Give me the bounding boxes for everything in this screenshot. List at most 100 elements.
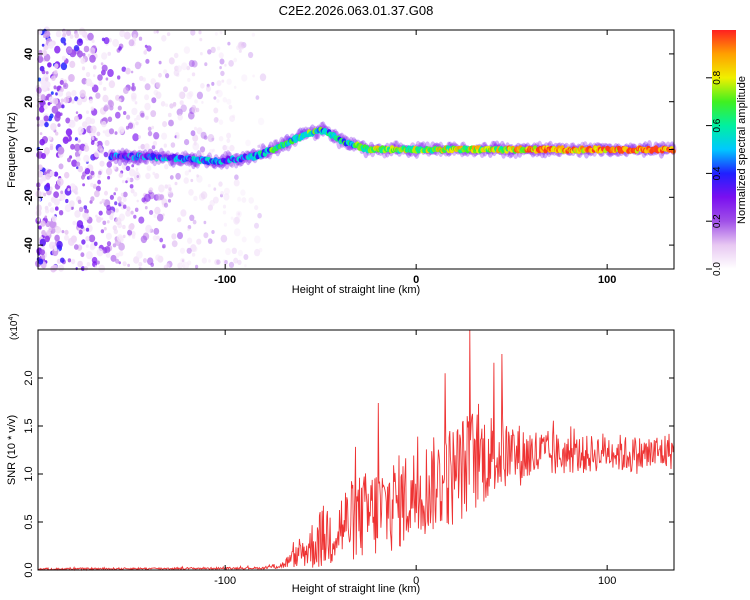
noise-speck: [134, 117, 137, 122]
noise-speck: [39, 238, 46, 247]
noise-speck: [122, 204, 127, 209]
noise-speck: [219, 66, 222, 70]
y-tick-label: -20: [23, 189, 35, 205]
noise-speck: [40, 83, 48, 91]
noise-speck: [71, 159, 78, 167]
noise-speck: [109, 105, 114, 111]
noise-speck: [154, 206, 161, 215]
noise-speck: [128, 39, 135, 47]
noise-speck: [122, 261, 127, 267]
noise-speck: [140, 143, 146, 150]
noise-speck: [100, 217, 104, 221]
noise-speck: [210, 46, 216, 54]
noise-speck: [141, 150, 145, 154]
noise-speck: [84, 208, 89, 214]
noise-speck: [48, 136, 52, 141]
noise-speck: [94, 150, 100, 158]
noise-speck: [80, 58, 86, 64]
noise-speck: [196, 238, 202, 245]
noise-speck: [244, 264, 247, 268]
noise-speck: [114, 187, 119, 192]
noise-speck: [112, 38, 119, 47]
noise-speck: [78, 38, 83, 43]
noise-speck: [65, 128, 73, 137]
noise-speck: [215, 90, 219, 95]
noise-speck: [200, 151, 205, 157]
noise-speck: [106, 220, 110, 224]
noise-speck: [170, 190, 173, 194]
noise-speck: [229, 144, 235, 152]
noise-speck: [126, 114, 131, 120]
noise-speck: [74, 115, 79, 122]
noise-speck: [77, 126, 84, 134]
noise-speck: [37, 164, 43, 171]
noise-speck: [49, 145, 54, 151]
noise-speck: [81, 174, 85, 180]
noise-speck: [83, 205, 88, 210]
snr-x-label: Height of straight line (km): [292, 583, 420, 595]
noise-speck: [215, 117, 219, 122]
noise-speck: [196, 91, 203, 100]
noise-speck: [147, 126, 152, 132]
noise-speck: [233, 228, 241, 237]
noise-speck: [184, 139, 190, 146]
noise-speck: [168, 119, 174, 127]
noise-speck: [114, 201, 118, 206]
y-tick-label: 40: [23, 48, 35, 60]
noise-speck: [38, 105, 45, 113]
noise-speck: [226, 78, 232, 85]
noise-speck: [67, 258, 72, 263]
noise-speck: [103, 151, 109, 158]
noise-speck: [243, 254, 249, 260]
noise-speck: [223, 187, 230, 195]
noise-speck: [82, 52, 86, 57]
colorbar-tick-label: 0.2: [712, 214, 723, 228]
noise-speck: [97, 174, 101, 179]
noise-speck: [158, 72, 162, 78]
noise-speck: [216, 259, 221, 265]
noise-speck: [188, 59, 195, 68]
noise-speck: [74, 143, 81, 152]
noise-speck: [47, 102, 51, 106]
noise-speck: [38, 52, 43, 57]
noise-speck: [230, 216, 234, 220]
noise-speck: [55, 30, 62, 38]
noise-speck: [94, 190, 100, 198]
noise-speck: [47, 41, 54, 49]
noise-speck: [98, 210, 103, 216]
noise-speck: [136, 250, 143, 259]
x-tick-label: 0: [413, 575, 419, 587]
noise-speck: [237, 41, 245, 50]
noise-speck: [115, 217, 122, 226]
noise-speck: [75, 111, 79, 114]
noise-speck: [45, 77, 49, 82]
noise-speck: [191, 104, 197, 111]
noise-speck: [143, 258, 147, 263]
noise-speck: [107, 69, 114, 77]
noise-speck: [91, 39, 95, 43]
noise-speck: [110, 254, 117, 262]
noise-speck: [95, 214, 98, 218]
noise-speck: [54, 234, 60, 242]
noise-speck: [79, 89, 86, 98]
noise-speck: [151, 125, 155, 130]
noise-speck: [183, 86, 188, 93]
noise-speck: [105, 232, 112, 240]
noise-speck: [167, 112, 172, 118]
noise-speck: [75, 156, 81, 163]
noise-speck: [134, 207, 139, 212]
noise-speck: [103, 86, 107, 91]
noise-speck: [69, 120, 76, 128]
noise-speck: [152, 171, 156, 176]
noise-speck: [66, 29, 72, 36]
noise-speck: [83, 154, 90, 163]
noise-speck: [218, 136, 224, 142]
noise-speck: [117, 196, 122, 202]
noise-speck: [51, 75, 56, 81]
noise-speck: [65, 198, 69, 204]
noise-speck: [45, 173, 51, 180]
noise-speck: [43, 115, 49, 122]
noise-speck: [118, 250, 124, 257]
noise-speck: [167, 190, 171, 195]
noise-speck: [60, 37, 66, 44]
